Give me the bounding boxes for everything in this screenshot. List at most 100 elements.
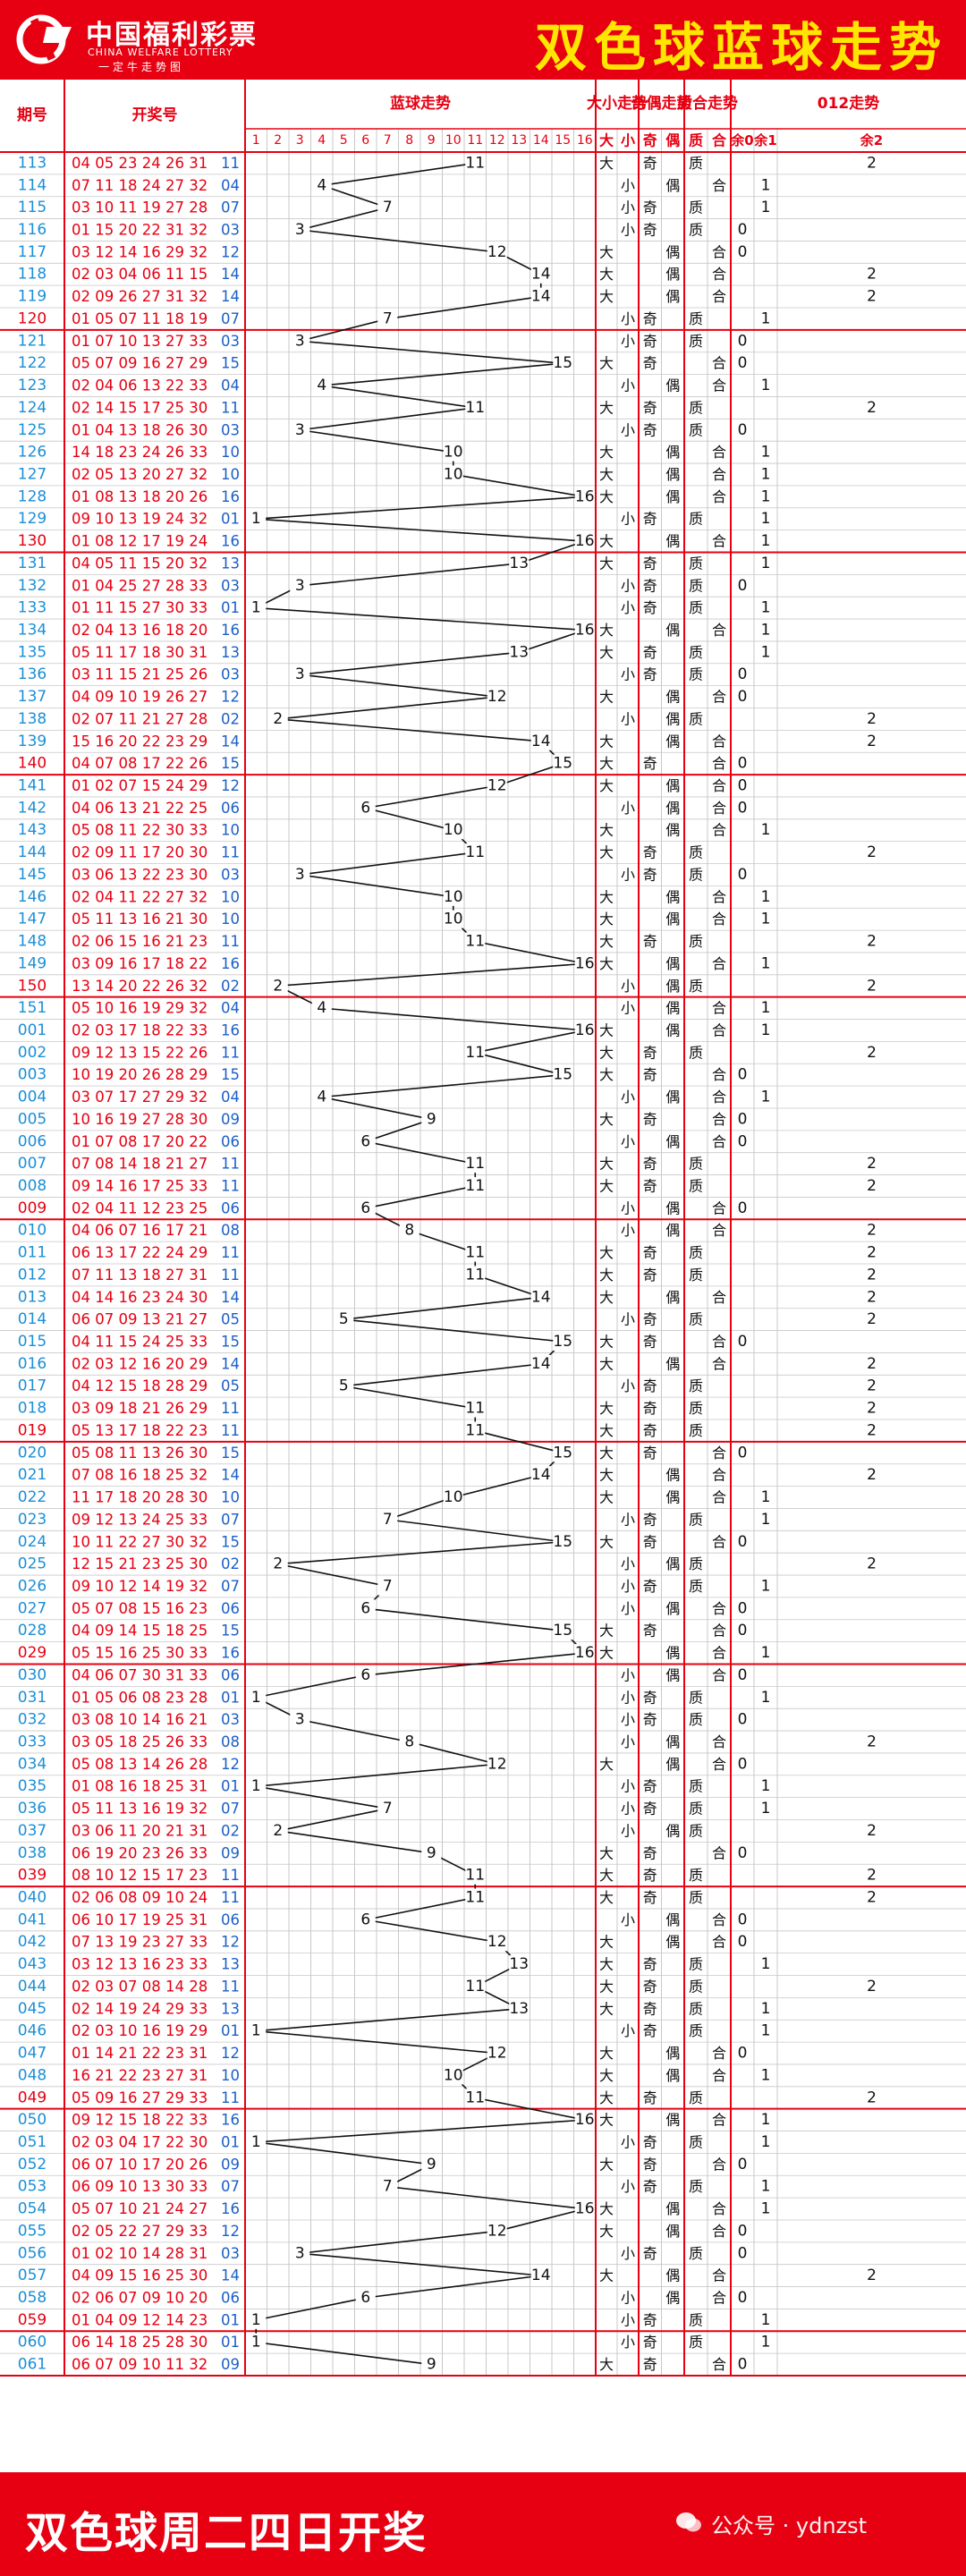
size-mark: 小 (621, 1555, 635, 1572)
prime-mark: 合 (712, 1334, 726, 1351)
blue-ball-number: 05 (221, 1311, 240, 1328)
issue-number: 147 (18, 911, 47, 928)
blue-number-marker: 8 (404, 1733, 414, 1750)
blue-number-marker: 7 (383, 1511, 393, 1529)
blue-number-marker: 14 (531, 266, 551, 284)
blue-ball-number: 01 (221, 2022, 240, 2039)
prime-mark: 质 (689, 1377, 703, 1394)
red-ball-numbers: 12 15 21 23 25 30 (72, 1555, 208, 1572)
red-ball-numbers: 02 03 04 06 11 15 (72, 266, 208, 283)
blue-ball-number: 16 (221, 955, 240, 972)
issue-number: 042 (18, 1933, 47, 1951)
red-ball-numbers: 05 08 13 14 26 28 (72, 1756, 208, 1773)
red-ball-numbers: 09 12 13 15 22 26 (72, 1044, 208, 1061)
blue-ball-number: 06 (221, 800, 240, 817)
blue-ball-number: 07 (221, 2178, 240, 2195)
prime-mark: 质 (689, 1822, 703, 1839)
red-ball-numbers: 04 07 08 17 22 26 (72, 755, 208, 772)
size-mark: 小 (621, 1711, 635, 1728)
blue-marker-bg (311, 377, 332, 395)
prime-mark: 合 (712, 1445, 726, 1462)
red-ball-numbers: 01 02 07 15 24 29 (72, 777, 208, 794)
size-mark: 大 (599, 1177, 614, 1194)
parity-mark: 奇 (643, 844, 657, 861)
blue-marker-bg (574, 487, 595, 506)
header-prime-trend: 质合走势 (677, 94, 738, 113)
subheader-blue-12: 12 (489, 133, 505, 148)
issue-number: 012 (18, 1266, 47, 1284)
mod3-mark: 1 (761, 821, 771, 839)
prime-mark: 质 (689, 2022, 703, 2039)
blue-number-marker: 1 (251, 2334, 261, 2351)
mod3-mark: 0 (738, 1199, 748, 1217)
prime-mark: 质 (689, 1177, 703, 1194)
blue-ball-number: 14 (221, 288, 240, 305)
blue-number-marker: 15 (553, 755, 572, 773)
blue-number-marker: 8 (404, 1222, 414, 1240)
red-ball-numbers: 16 21 22 23 27 31 (72, 2067, 208, 2084)
subheader-blue-3: 3 (296, 133, 304, 148)
issue-number: 016 (18, 1355, 47, 1373)
red-ball-numbers: 04 06 07 30 31 33 (72, 1666, 208, 1683)
mod3-mark: 0 (738, 665, 748, 683)
blue-ball-number: 08 (221, 1222, 240, 1239)
subheader-blue-13: 13 (511, 133, 527, 148)
parity-mark: 奇 (643, 1511, 657, 1528)
subheader-blue-16: 16 (577, 133, 593, 148)
issue-number: 025 (18, 1555, 47, 1573)
blue-number-marker: 6 (360, 2289, 370, 2307)
blue-marker-bg (487, 2044, 507, 2063)
size-mark: 小 (621, 2022, 635, 2039)
prime-mark: 合 (712, 2267, 726, 2284)
blue-number-marker: 10 (444, 444, 463, 462)
parity-mark: 偶 (665, 444, 680, 461)
mod3-mark: 1 (761, 555, 771, 572)
blue-number-marker: 9 (427, 2356, 436, 2374)
blue-number-marker: 14 (531, 1288, 551, 1306)
issue-number: 056 (18, 2244, 47, 2262)
blue-marker-bg (421, 1110, 442, 1129)
blue-number-marker: 3 (295, 221, 305, 239)
blue-marker-bg (246, 2132, 267, 2151)
prime-mark: 质 (689, 866, 703, 883)
issue-number: 131 (18, 555, 47, 572)
blue-marker-bg (574, 621, 595, 640)
size-mark: 小 (621, 710, 635, 727)
mod3-mark: 1 (761, 465, 771, 483)
mod3-mark: 0 (738, 2356, 748, 2374)
subheader-prime-0: 质 (689, 132, 703, 149)
header-blue-trend: 蓝球走势 (390, 94, 451, 113)
issue-number: 141 (18, 777, 47, 795)
size-mark: 小 (621, 2133, 635, 2150)
blue-ball-number: 12 (221, 243, 240, 260)
parity-mark: 奇 (643, 1889, 657, 1906)
prime-mark: 合 (712, 1600, 726, 1617)
prime-mark: 合 (712, 1089, 726, 1106)
parity-mark: 奇 (643, 1422, 657, 1439)
red-ball-numbers: 05 11 13 16 21 30 (72, 911, 208, 928)
prime-mark: 质 (689, 1156, 703, 1173)
size-mark: 大 (599, 2045, 614, 2062)
mod3-mark: 1 (761, 911, 771, 928)
issue-number: 043 (18, 1955, 47, 1973)
subheader-blue-6: 6 (361, 133, 369, 148)
prime-mark: 质 (689, 844, 703, 861)
mod3-mark: 2 (867, 288, 877, 306)
prime-mark: 质 (689, 399, 703, 416)
mod3-mark: 0 (738, 1132, 748, 1150)
red-ball-numbers: 01 11 15 27 30 33 (72, 599, 208, 616)
size-mark: 大 (599, 622, 614, 639)
issue-number: 053 (18, 2178, 47, 2196)
size-mark: 大 (599, 1645, 614, 1662)
parity-mark: 偶 (665, 622, 680, 639)
red-ball-numbers: 07 11 18 24 27 32 (72, 177, 208, 194)
blue-number-marker: 6 (360, 1666, 370, 1684)
mod3-mark: 0 (738, 1711, 748, 1729)
red-ball-numbers: 06 13 17 22 24 29 (72, 1244, 208, 1261)
header-numbers: 开奖号 (132, 106, 178, 124)
issue-number: 040 (18, 1889, 47, 1907)
prime-mark: 质 (689, 1578, 703, 1595)
parity-mark: 奇 (643, 1267, 657, 1284)
watermark-text: 公众号 · ydnzst (711, 2513, 868, 2538)
prime-mark: 合 (712, 488, 726, 505)
